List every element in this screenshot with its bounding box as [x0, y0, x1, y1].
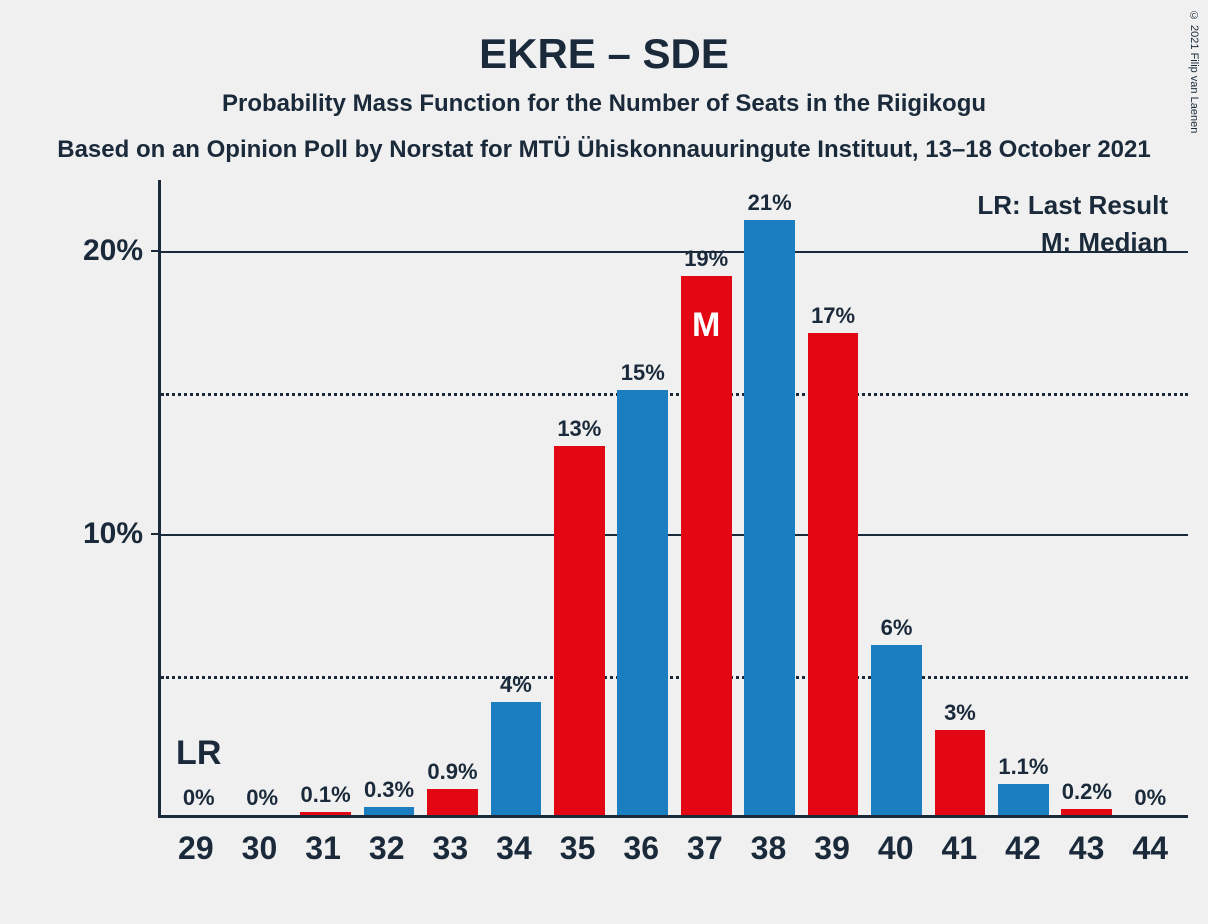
bar: 21% — [744, 220, 795, 815]
bar-value-label: 6% — [881, 615, 913, 641]
bar-value-label: 0% — [183, 785, 215, 811]
bar: 0.3% — [364, 807, 415, 816]
bar: 1.1% — [998, 784, 1049, 815]
x-tick-label: 41 — [928, 830, 992, 867]
bar-value-label: 15% — [621, 360, 665, 386]
x-tick-label: 38 — [737, 830, 801, 867]
bar-slot: 1.1% — [992, 784, 1055, 815]
bar-slot: 4% — [484, 702, 547, 815]
bar-value-label: 19% — [684, 246, 728, 272]
x-tick-label: 31 — [291, 830, 355, 867]
bar: 17% — [808, 333, 859, 815]
chart-plot-area: LR: Last Result M: Median 10%20% LR0%0%0… — [158, 180, 1188, 818]
bar: 13% — [554, 446, 605, 815]
bar-value-label: 3% — [944, 700, 976, 726]
x-tick-label: 29 — [164, 830, 228, 867]
y-tick-label: 10% — [83, 517, 143, 551]
x-tick-label: 42 — [991, 830, 1055, 867]
x-tick-label: 37 — [673, 830, 737, 867]
x-tick-label: 33 — [419, 830, 483, 867]
bar: 0.1% — [300, 812, 351, 815]
last-result-marker: LR — [176, 734, 221, 773]
bar: 4% — [491, 702, 542, 815]
x-tick-label: 30 — [228, 830, 292, 867]
bar-slot: 17% — [801, 333, 864, 815]
y-tick-mark — [151, 250, 161, 252]
bar-value-label: 0.2% — [1062, 779, 1112, 805]
chart-source: Based on an Opinion Poll by Norstat for … — [0, 118, 1208, 164]
bar-slot: 3% — [928, 730, 991, 815]
chart-subtitle: Probability Mass Function for the Number… — [0, 78, 1208, 118]
x-tick-label: 35 — [546, 830, 610, 867]
bar-slot: 19%M — [675, 276, 738, 815]
bar: 6% — [871, 645, 922, 815]
x-tick-label: 34 — [482, 830, 546, 867]
bar: 0.2% — [1061, 809, 1112, 815]
bar-value-label: 17% — [811, 303, 855, 329]
bar-value-label: 1.1% — [998, 754, 1048, 780]
bar-value-label: 0.9% — [427, 759, 477, 785]
bar-slot: 13% — [548, 446, 611, 815]
x-tick-label: 44 — [1118, 830, 1182, 867]
bar: 15% — [617, 390, 668, 815]
x-axis: 29303132333435363738394041424344 — [158, 830, 1188, 867]
chart-title: EKRE – SDE — [0, 0, 1208, 78]
bar-slot: 0.2% — [1055, 809, 1118, 815]
bar: 3% — [935, 730, 986, 815]
bar: 0.9% — [427, 789, 478, 815]
bar-value-label: 0% — [1134, 785, 1166, 811]
bar-value-label: 21% — [748, 190, 792, 216]
x-tick-label: 39 — [800, 830, 864, 867]
y-tick-label: 20% — [83, 234, 143, 268]
median-marker: M — [692, 306, 720, 345]
bar-slot: 0.1% — [294, 812, 357, 815]
x-tick-label: 32 — [355, 830, 419, 867]
x-tick-label: 43 — [1055, 830, 1119, 867]
bars-container: LR0%0%0.1%0.3%0.9%4%13%15%19%M21%17%6%3%… — [161, 180, 1188, 815]
bar: 19%M — [681, 276, 732, 815]
bar-slot: 21% — [738, 220, 801, 815]
bar-value-label: 0% — [246, 785, 278, 811]
y-tick-mark — [151, 533, 161, 535]
bar-slot: 15% — [611, 390, 674, 815]
bar-slot: 0.3% — [357, 807, 420, 816]
bar-slot: 0.9% — [421, 789, 484, 815]
bar-value-label: 0.1% — [301, 782, 351, 808]
bar-value-label: 4% — [500, 672, 532, 698]
bar-value-label: 13% — [557, 416, 601, 442]
x-tick-label: 40 — [864, 830, 928, 867]
copyright-text: © 2021 Filip van Laenen — [1188, 10, 1200, 133]
bar-value-label: 0.3% — [364, 777, 414, 803]
bar-slot: 6% — [865, 645, 928, 815]
x-tick-label: 36 — [609, 830, 673, 867]
